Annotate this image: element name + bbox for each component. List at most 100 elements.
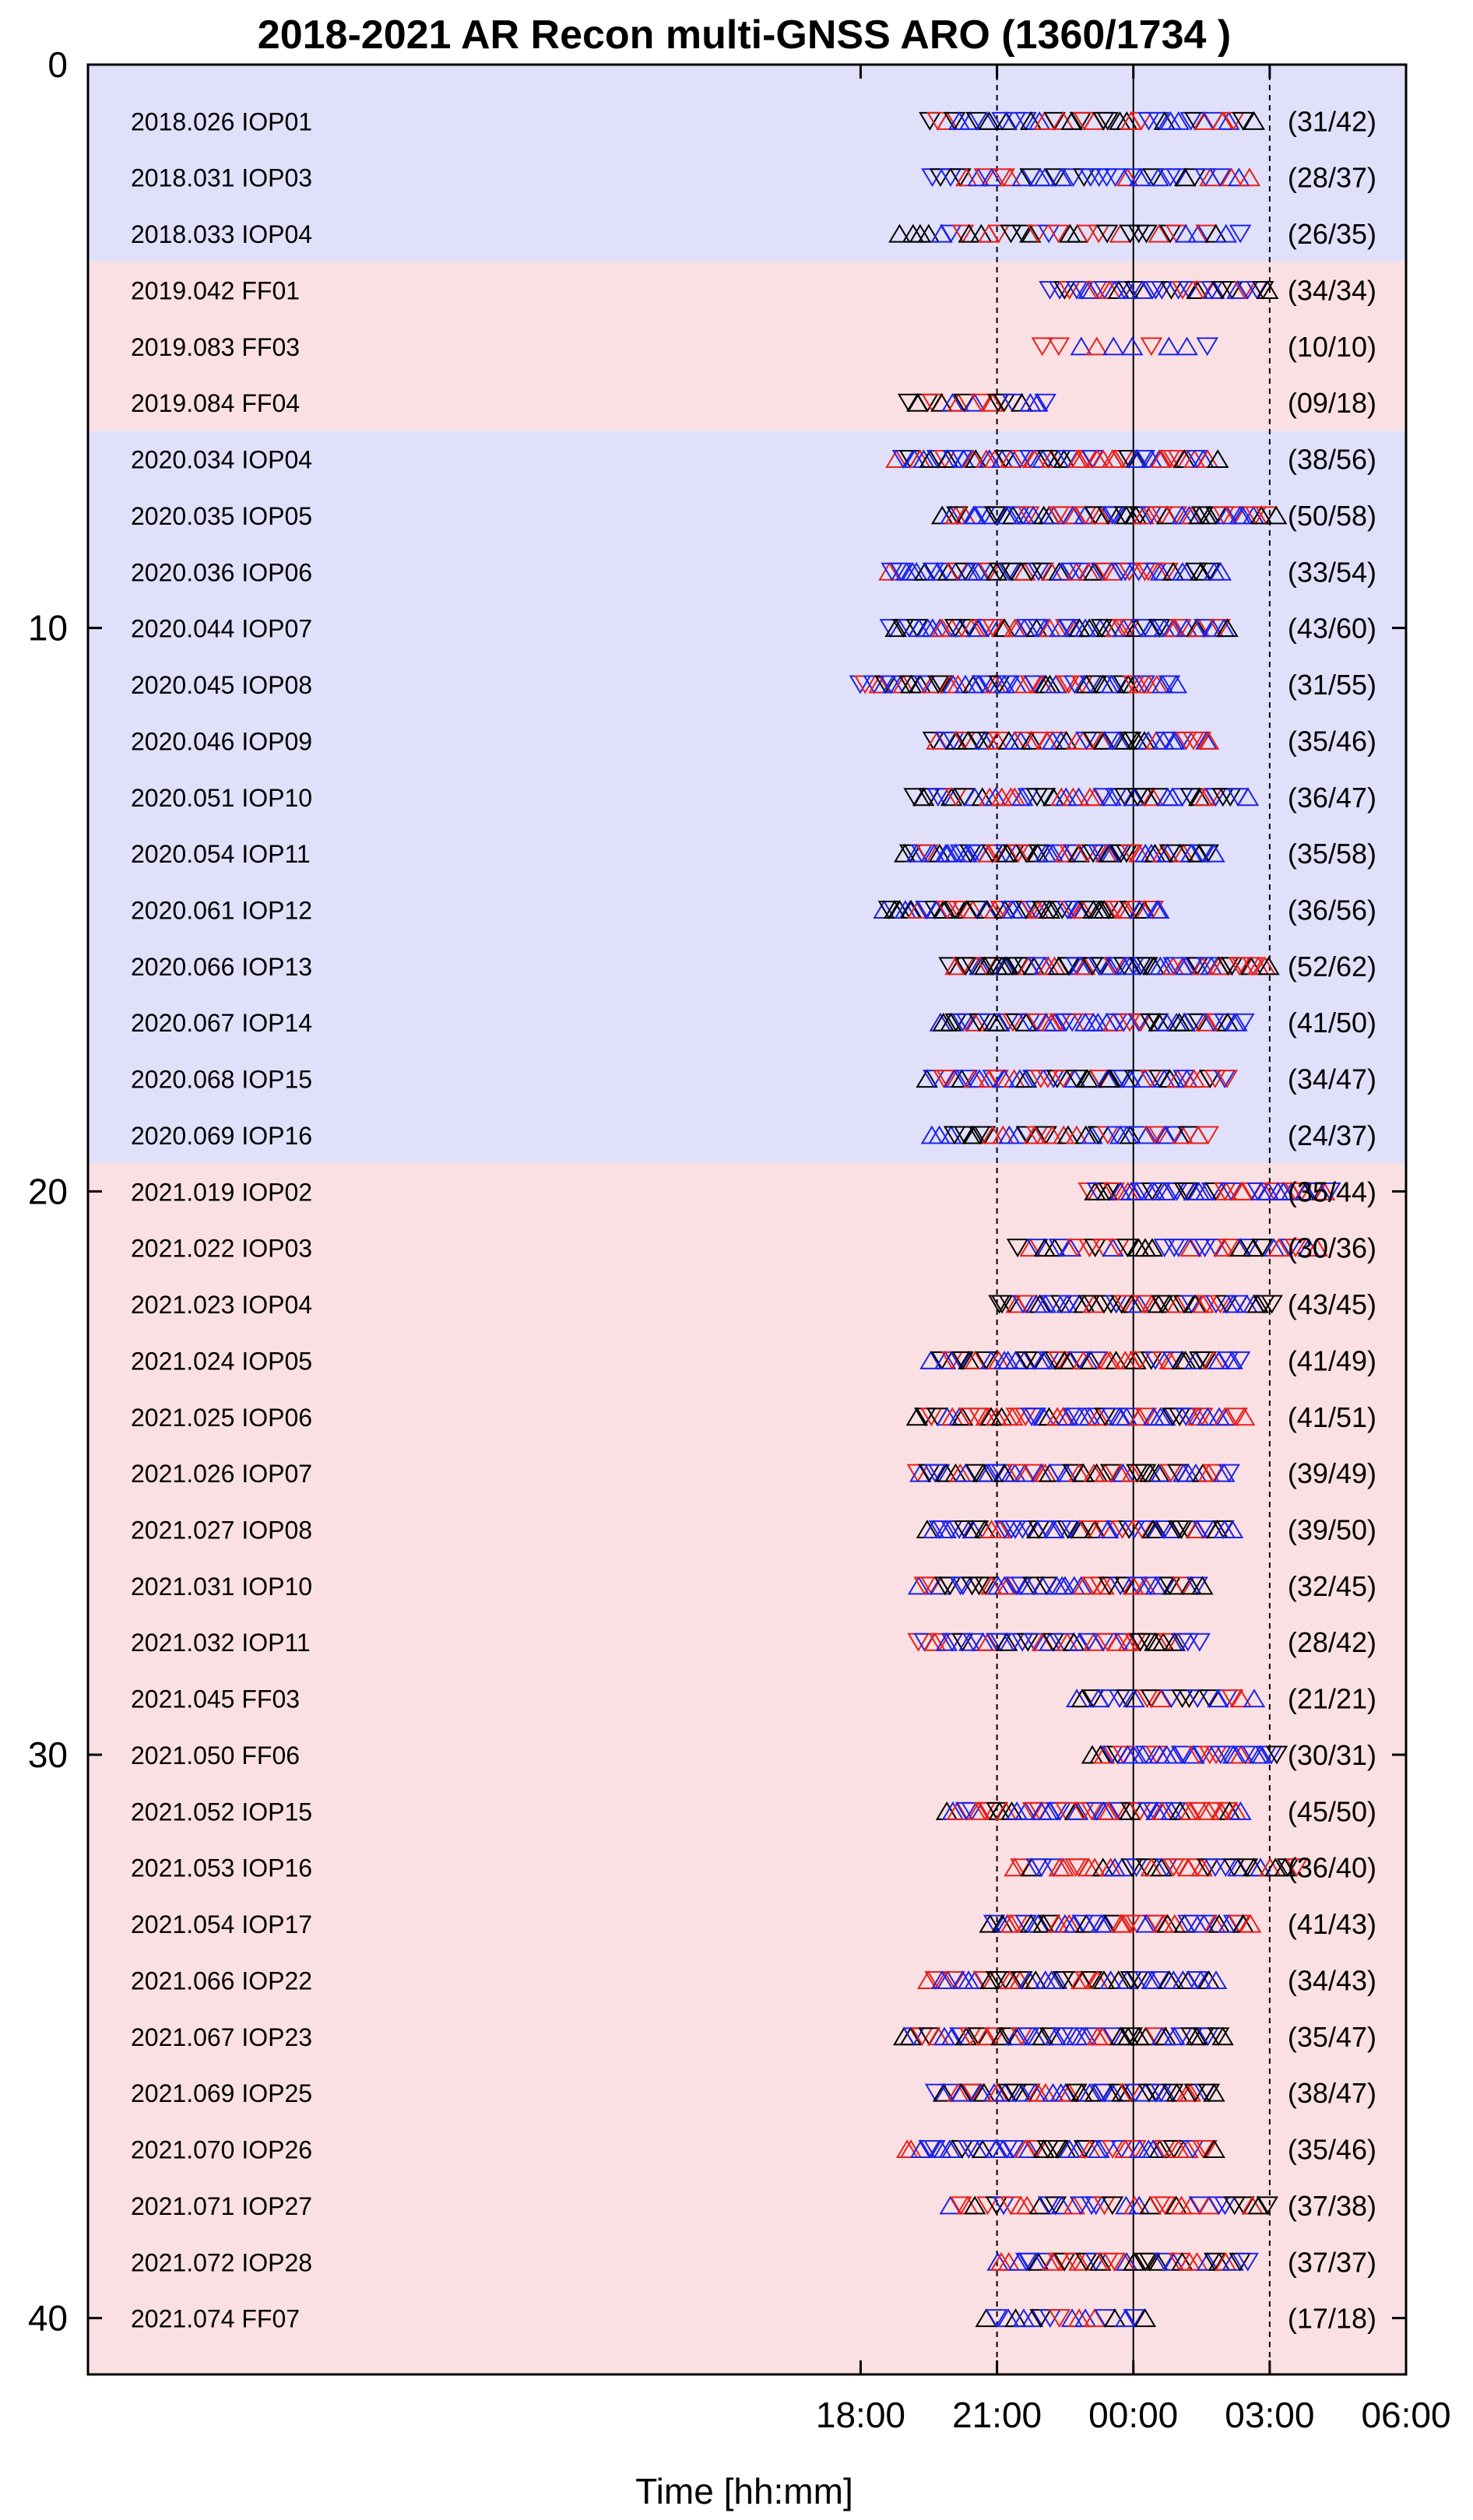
- ro-marker: [1153, 2252, 1176, 2272]
- ro-marker: [958, 223, 980, 243]
- ro-marker: [1079, 1350, 1102, 1369]
- ro-marker: [1014, 111, 1037, 131]
- ro-marker: [1060, 111, 1083, 130]
- ro-marker: [978, 1069, 1000, 1088]
- ro-marker: [1153, 1407, 1176, 1426]
- ro-marker: [1155, 731, 1178, 750]
- ro-marker: [1071, 730, 1095, 750]
- ro-marker: [923, 1520, 945, 1539]
- ro-marker: [993, 1463, 1016, 1482]
- ro-marker: [1203, 2139, 1225, 2159]
- ro-marker: [1147, 1970, 1170, 1990]
- row-label: 2019.042 FF01: [131, 276, 300, 304]
- row-count: (35/47): [1288, 2021, 1376, 2053]
- row-count: (52/62): [1288, 951, 1376, 982]
- ro-marker: [1027, 900, 1049, 919]
- ro-marker: [1134, 1295, 1157, 1314]
- ro-marker: [1061, 2027, 1084, 2047]
- ro-marker: [997, 675, 1021, 694]
- row-count: (39/50): [1288, 1514, 1376, 1546]
- ro-marker: [1229, 1745, 1253, 1764]
- ro-marker: [1004, 1857, 1026, 1877]
- ro-marker: [1111, 2082, 1134, 2102]
- ro-marker: [1231, 505, 1254, 525]
- ro-marker: [1191, 506, 1215, 525]
- ro-marker: [1156, 562, 1179, 582]
- row-count: (10/10): [1288, 331, 1376, 363]
- ro-marker: [1148, 1126, 1171, 1145]
- ro-marker: [961, 2083, 984, 2103]
- ro-marker: [1158, 1576, 1181, 1596]
- ro-marker: [1015, 2195, 1039, 2215]
- row-labels: 2018.026 IOP01 2018.031 IOP03 2018.033 IOP…: [131, 107, 312, 2332]
- ro-marker: [1228, 1351, 1251, 1370]
- ro-marker: [1113, 1295, 1136, 1314]
- ro-marker: [1195, 1914, 1218, 1934]
- row-label: 2021.052 IOP15: [131, 1798, 312, 1826]
- ro-marker: [1098, 843, 1121, 863]
- ro-marker: [1154, 2082, 1176, 2102]
- ro-marker: [1004, 2026, 1028, 2046]
- ro-marker: [1179, 788, 1203, 807]
- row-count: (35/46): [1288, 725, 1376, 757]
- ro-marker: [1163, 1126, 1186, 1145]
- ro-marker: [955, 843, 978, 863]
- background-band: [88, 262, 1406, 431]
- ro-marker: [1222, 1294, 1245, 1313]
- ro-marker: [1031, 337, 1054, 357]
- row-label: 2021.074 FF07: [131, 2305, 300, 2333]
- ro-marker: [977, 843, 1000, 863]
- row-count: (41/49): [1288, 1344, 1376, 1376]
- ro-marker: [1195, 2140, 1218, 2159]
- ro-marker: [879, 619, 902, 638]
- ro-marker: [1085, 336, 1108, 356]
- x-tick-label: 18:00: [816, 2395, 905, 2435]
- ro-marker: [1057, 619, 1081, 638]
- ro-marker: [913, 561, 937, 581]
- row-count: (30/31): [1288, 1739, 1376, 1771]
- ro-marker: [1063, 1408, 1086, 1427]
- ro-marker: [923, 2140, 946, 2159]
- ro-marker: [1124, 1350, 1147, 1369]
- ro-marker: [1236, 1858, 1259, 1878]
- ro-marker: [1093, 1745, 1116, 1764]
- ro-marker: [944, 619, 967, 638]
- ro-marker: [963, 2195, 986, 2215]
- ro-marker: [1144, 562, 1167, 582]
- ro-marker: [1123, 2251, 1145, 2271]
- row-label: 2020.068 IOP15: [131, 1066, 312, 1094]
- y-axis-ticks: 0 10 20 30 40: [28, 44, 1406, 2339]
- row-label: 2020.035 IOP05: [131, 502, 312, 530]
- ro-marker: [994, 1970, 1017, 1990]
- ro-marker: [1133, 675, 1155, 694]
- ro-marker: [933, 1350, 957, 1369]
- ro-marker: [1196, 2251, 1219, 2271]
- ro-marker: [954, 167, 978, 187]
- ro-marker: [1158, 1350, 1181, 1369]
- ro-marker: [1026, 392, 1049, 412]
- row-label: 2020.045 IOP08: [131, 671, 312, 699]
- ro-marker: [973, 956, 997, 975]
- ro-marker: [963, 392, 986, 412]
- ro-marker: [1197, 2083, 1221, 2103]
- ro-marker: [930, 675, 953, 694]
- ro-marker: [1043, 111, 1066, 131]
- ro-marker: [940, 787, 963, 807]
- ro-marker: [1147, 111, 1170, 131]
- ro-marker: [1223, 506, 1246, 525]
- ro-marker: [923, 900, 947, 919]
- ro-marker: [1056, 1407, 1080, 1426]
- ro-marker: [1039, 1632, 1061, 1651]
- ro-marker: [951, 2082, 973, 2102]
- ro-marker: [1026, 224, 1049, 244]
- ro-marker: [884, 618, 907, 638]
- ro-marker: [1019, 450, 1042, 469]
- ro-marker: [998, 1295, 1021, 1314]
- ro-marker: [958, 619, 981, 638]
- ro-marker: [1112, 1914, 1135, 1933]
- ro-marker: [1078, 280, 1101, 299]
- ro-marker: [1179, 1801, 1202, 1820]
- ro-marker: [1014, 1069, 1038, 1088]
- ro-marker: [1236, 787, 1260, 807]
- ro-marker: [1123, 1689, 1145, 1708]
